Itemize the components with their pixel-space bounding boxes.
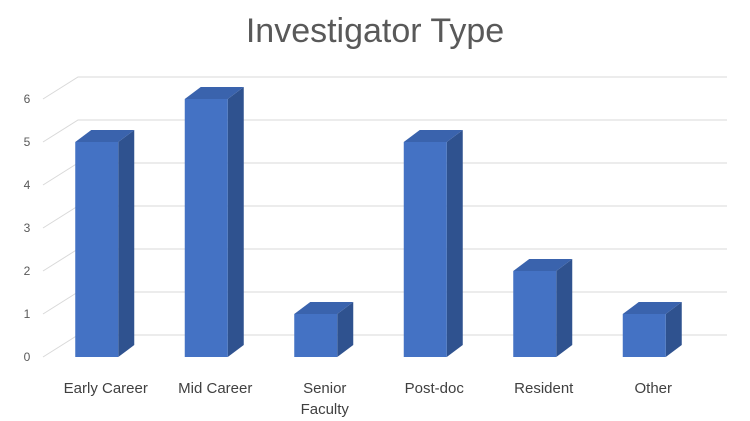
- bar-side: [118, 130, 135, 357]
- x-tick-label: Post-doc: [405, 380, 465, 397]
- x-tick-label: Resident: [514, 380, 574, 397]
- y-tick-label: 4: [24, 178, 31, 192]
- x-tick-label: Other: [634, 380, 672, 397]
- bar-side: [665, 302, 682, 357]
- chart-title: Investigator Type: [245, 12, 505, 50]
- bar-front: [184, 99, 228, 357]
- y-tick-label: 2: [24, 264, 31, 278]
- bar: [622, 302, 682, 357]
- bar: [294, 302, 354, 357]
- bar: [75, 130, 135, 357]
- bar-side: [227, 87, 244, 357]
- bar-side: [556, 259, 573, 357]
- bar-top: [184, 87, 244, 99]
- bar-front: [513, 271, 557, 357]
- bar-front: [294, 314, 338, 357]
- gridline: [42, 76, 727, 100]
- bar-side: [337, 302, 354, 357]
- gridline: [42, 205, 727, 229]
- gridline: [42, 248, 727, 272]
- bar: [403, 130, 463, 357]
- gridline: [42, 291, 727, 315]
- bar: [184, 87, 244, 357]
- gridline: [42, 119, 727, 143]
- bar-top: [622, 302, 682, 314]
- bar-front: [75, 142, 119, 357]
- y-tick-label: 3: [24, 221, 31, 235]
- y-tick-label: 0: [24, 350, 31, 364]
- bar-top: [75, 130, 135, 142]
- bar-top: [403, 130, 463, 142]
- x-tick-label: Early Career: [64, 380, 148, 397]
- y-tick-label: 5: [24, 135, 31, 149]
- bar: [513, 259, 573, 357]
- y-tick-label: 1: [24, 307, 31, 321]
- bar-front: [622, 314, 666, 357]
- gridline: [42, 162, 727, 186]
- bar-front: [403, 142, 447, 357]
- bar-top: [294, 302, 354, 314]
- y-tick-label: 6: [24, 92, 31, 106]
- bar-side: [446, 130, 463, 357]
- bar-top: [513, 259, 573, 271]
- x-tick-label: Senior Faculty: [301, 380, 350, 418]
- x-tick-label: Mid Career: [178, 380, 252, 397]
